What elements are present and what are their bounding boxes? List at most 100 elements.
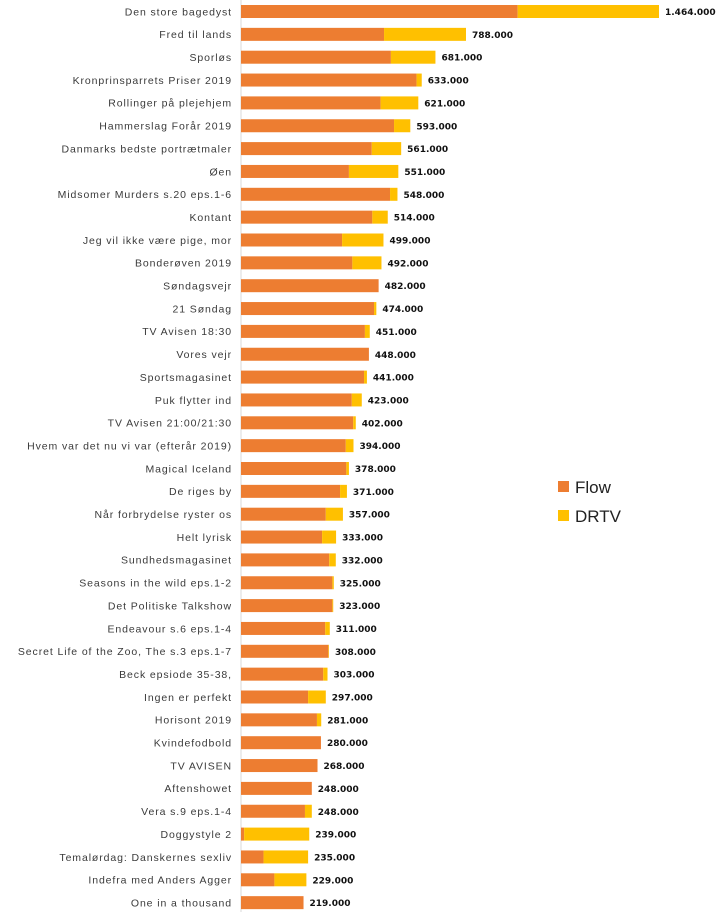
total-label: 297.000: [332, 694, 373, 704]
total-label: 482.000: [385, 282, 426, 292]
bar-flow: [241, 27, 385, 41]
bar-drtv: [346, 462, 349, 475]
total-label: 378.000: [355, 465, 396, 475]
total-label: 492.000: [387, 259, 428, 269]
bar-drtv: [332, 599, 334, 613]
category-label: Kronprinsparrets Priser 2019: [73, 75, 232, 87]
bar-flow: [241, 142, 372, 156]
bar-drtv: [332, 576, 334, 590]
category-label: Det Politiske Talkshow: [108, 600, 232, 612]
bar-drtv: [340, 484, 347, 498]
category-label: Doggystyle 2: [161, 829, 233, 841]
bar-drtv: [325, 507, 343, 521]
bar-flow: [241, 667, 324, 681]
bar-drtv: [390, 187, 398, 201]
bar-drtv: [322, 530, 337, 544]
category-label: Vores vejr: [176, 349, 232, 361]
total-label: 1.464.000: [665, 8, 716, 18]
bar-flow: [241, 850, 264, 864]
bar-drtv: [323, 667, 328, 681]
bar-flow: [241, 462, 347, 475]
bar-flow: [241, 759, 318, 773]
legend-label: DRTV: [575, 507, 622, 526]
total-label: 235.000: [314, 853, 355, 863]
category-label: Sporløs: [190, 52, 232, 64]
bar-drtv: [364, 370, 367, 384]
bar-drtv: [342, 233, 384, 247]
bar-flow: [241, 781, 312, 795]
total-label: 394.000: [359, 442, 400, 452]
category-label: Sportsmagasinet: [140, 372, 232, 384]
category-label: 21 Søndag: [173, 303, 232, 315]
bar-flow: [241, 50, 391, 64]
bar-drtv: [353, 416, 356, 430]
bar-drtv: [308, 690, 326, 704]
category-label: Fred til lands: [159, 29, 232, 41]
bar-drtv: [244, 827, 310, 841]
bar-drtv: [517, 5, 659, 18]
category-label: Sundhedsmagasinet: [121, 555, 232, 567]
category-label: De riges by: [169, 486, 232, 498]
category-label: Puk flytter ind: [155, 395, 232, 407]
bar-flow: [241, 873, 275, 887]
bar-flow: [241, 713, 317, 727]
total-label: 402.000: [362, 419, 403, 429]
bar-flow: [241, 393, 352, 407]
category-label: TV AVISEN: [170, 760, 232, 772]
bar-drtv: [416, 73, 422, 87]
bar-flow: [241, 187, 391, 201]
bar-flow: [241, 599, 333, 613]
total-label: 371.000: [353, 488, 394, 498]
total-label: 219.000: [310, 899, 351, 909]
category-label: Magical Iceland: [146, 463, 232, 475]
category-label: Vera s.9 eps.1-4: [141, 806, 232, 818]
total-label: 514.000: [394, 214, 435, 224]
total-label: 621.000: [424, 99, 465, 109]
category-label: TV Avisen 18:30: [142, 326, 232, 338]
category-label: Secret Life of the Zoo, The s.3 eps.1-7: [18, 646, 232, 658]
total-label: 323.000: [339, 602, 380, 612]
bar-drtv: [380, 96, 419, 110]
category-label: TV Avisen 21:00/21:30: [108, 418, 232, 430]
category-label: Rollinger på plejehjem: [108, 98, 232, 110]
total-label: 268.000: [324, 762, 365, 772]
bar-flow: [241, 896, 304, 910]
total-label: 280.000: [327, 739, 368, 749]
total-label: 248.000: [318, 808, 359, 818]
total-label: 561.000: [407, 145, 448, 155]
bar-flow: [241, 439, 346, 453]
bar-flow: [241, 690, 309, 704]
total-label: 441.000: [373, 374, 414, 384]
category-label: Søndagsvejr: [163, 281, 232, 293]
bar-flow: [241, 827, 245, 841]
bar-drtv: [274, 873, 307, 887]
category-label: One in a thousand: [131, 897, 232, 909]
bar-flow: [241, 621, 326, 635]
bar-flow: [241, 804, 305, 818]
bar-drtv: [348, 164, 399, 178]
bar-drtv: [325, 621, 330, 635]
bar-flow: [241, 210, 373, 224]
bar-flow: [241, 507, 326, 521]
category-label: Endeavour s.6 eps.1-4: [107, 623, 232, 635]
category-label: Bonderøven 2019: [135, 258, 232, 270]
category-label: Jeg vil ikke være pige, mor: [83, 235, 232, 247]
category-label: Horisont 2019: [155, 715, 232, 727]
category-label: Hammerslag Forår 2019: [99, 121, 232, 133]
bar-drtv: [394, 119, 411, 133]
category-label: Kvindefodbold: [154, 738, 232, 750]
bar-drtv: [390, 50, 436, 64]
category-label: Seasons in the wild eps.1-2: [79, 578, 232, 590]
total-label: 788.000: [472, 31, 513, 41]
category-label: Midsomer Murders s.20 eps.1-6: [58, 189, 232, 201]
bar-drtv: [371, 142, 402, 156]
bar-flow: [241, 736, 321, 750]
total-label: 633.000: [428, 77, 469, 87]
bar-drtv: [374, 302, 377, 316]
total-label: 357.000: [349, 511, 390, 521]
category-label: Aftenshowet: [164, 783, 232, 795]
bar-drtv: [364, 324, 370, 338]
total-label: 548.000: [403, 191, 444, 201]
bar-drtv: [345, 439, 354, 453]
